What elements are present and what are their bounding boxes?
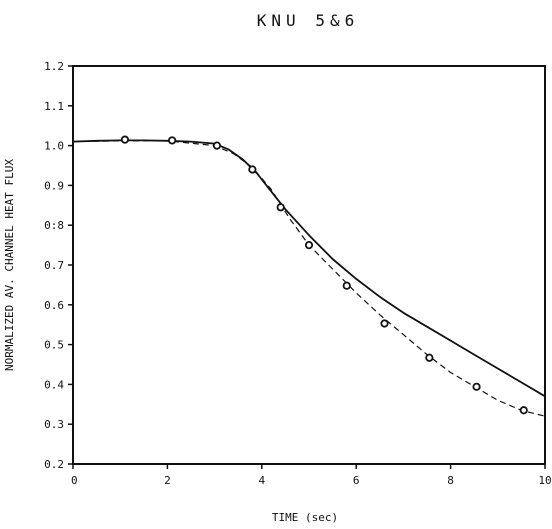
series-solid-line [72, 139, 546, 398]
y-tick-label: 0.2 [44, 458, 64, 471]
x-tick-label: 0 [71, 474, 78, 487]
y-tick-label: 0:8 [44, 219, 64, 232]
x-tick-label: 10 [538, 474, 551, 487]
y-tick-label: 0.5 [44, 339, 64, 352]
x-tick-label: 4 [258, 474, 265, 487]
data-point [380, 319, 389, 328]
y-tick-label: 0.7 [44, 259, 64, 272]
y-tick-label: 1.0 [44, 140, 64, 153]
data-point [120, 135, 130, 144]
y-axis-ticks: 0.2 0.3 0.4 0.5 0.6 0.7 0:8 0.9 1.0 1.1 1.2 [44, 60, 73, 471]
y-tick-label: 0.6 [44, 299, 64, 312]
chart-title: KNU 5&6 [257, 11, 359, 30]
data-point [168, 136, 177, 145]
data-point [425, 353, 434, 362]
y-tick-label: 0.9 [44, 179, 64, 192]
y-tick-label: 1.1 [44, 100, 64, 113]
data-point [342, 281, 351, 290]
y-axis-label: NORMALIZED AV. CHANNEL HEAT FLUX [3, 159, 16, 371]
data-point [472, 382, 481, 391]
y-tick-label: 0.3 [44, 418, 64, 431]
x-tick-label: 6 [353, 474, 360, 487]
series-dashed-line [72, 140, 546, 417]
data-point [276, 203, 285, 212]
x-axis-ticks: 0 2 4 6 8 10 [71, 464, 552, 487]
plot-frame [72, 65, 546, 465]
y-tick-label: 0.4 [44, 378, 64, 391]
x-tick-label: 8 [447, 474, 454, 487]
data-point [248, 165, 257, 174]
y-tick-label: 1.2 [44, 60, 64, 73]
data-point [212, 141, 222, 150]
x-tick-label: 2 [164, 474, 171, 487]
series-layer [72, 135, 546, 417]
x-axis-label: TIME (sec) [272, 511, 338, 524]
data-point [304, 241, 314, 250]
data-point [519, 406, 528, 415]
